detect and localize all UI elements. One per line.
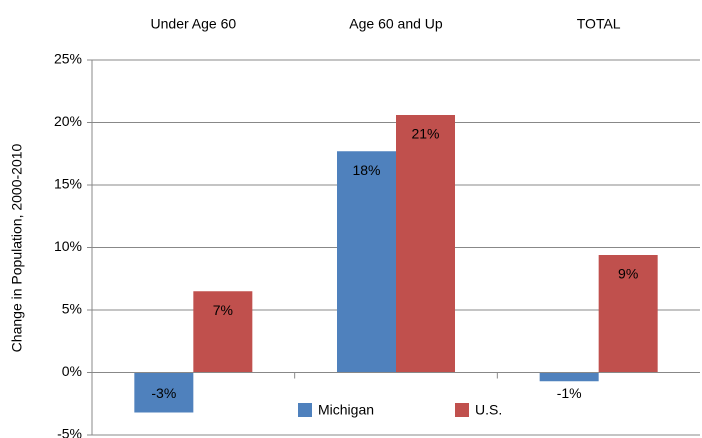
value-label: 9% <box>618 266 638 282</box>
value-label: -3% <box>151 385 176 401</box>
category-label: TOTAL <box>577 16 621 32</box>
y-axis-label: Change in Population, 2000-2010 <box>9 143 25 352</box>
value-label: -1% <box>557 385 582 401</box>
y-tick-label: 25% <box>54 51 82 67</box>
bar <box>193 291 253 373</box>
category-label: Age 60 and Up <box>349 16 443 32</box>
y-tick-label: 10% <box>54 238 82 254</box>
value-label: 7% <box>213 302 233 318</box>
category-label: Under Age 60 <box>151 16 237 32</box>
y-tick-label: 20% <box>54 113 82 129</box>
bar <box>337 151 396 373</box>
value-label: 21% <box>411 126 439 142</box>
y-tick-label: 15% <box>54 176 82 192</box>
bar <box>598 255 658 373</box>
y-tick-label: 0% <box>62 363 82 379</box>
legend-label: Michigan <box>318 402 374 418</box>
bar <box>396 115 455 373</box>
legend-label: U.S. <box>475 402 502 418</box>
y-tick-label: 5% <box>62 301 82 317</box>
legend-swatch <box>455 403 469 417</box>
y-tick-label: -5% <box>57 426 82 438</box>
bar <box>134 372 194 413</box>
legend-swatch <box>298 403 312 417</box>
value-label: 18% <box>352 162 380 178</box>
bar <box>539 372 599 382</box>
